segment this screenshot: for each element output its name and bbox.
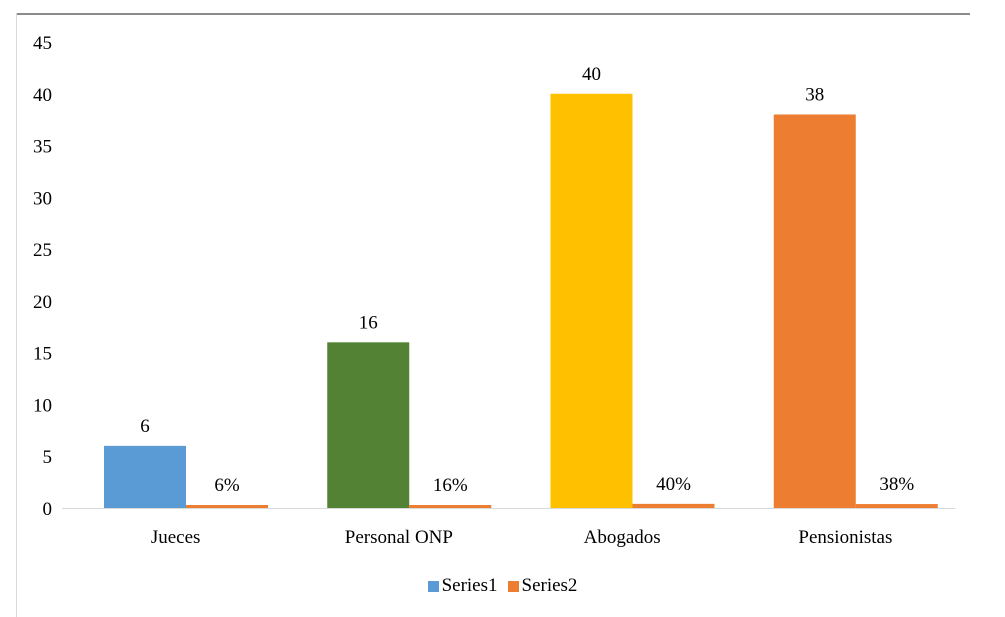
x-axis-category-labels: Jueces Personal ONP Abogados Pensionistas bbox=[151, 527, 893, 548]
y-tick-label: 10 bbox=[33, 395, 52, 416]
y-axis-ticks: 0 5 10 15 20 25 30 35 40 45 bbox=[33, 33, 52, 520]
y-tick-label: 15 bbox=[33, 344, 52, 365]
data-label-series2-3: 38% bbox=[879, 474, 914, 495]
y-tick-label: 5 bbox=[43, 447, 53, 468]
legend-item-series2[interactable]: Series2 bbox=[507, 575, 578, 597]
data-labels: 6 6% 16 16% 40 40% 38 38% bbox=[140, 64, 914, 496]
x-category-label: Abogados bbox=[584, 527, 661, 548]
data-label-series1-0: 6 bbox=[140, 416, 150, 437]
bar-series1-2 bbox=[550, 93, 633, 509]
data-label-series2-2: 40% bbox=[656, 474, 691, 495]
bar-series1-3 bbox=[773, 114, 856, 508]
x-category-label: Personal ONP bbox=[345, 527, 453, 548]
legend-item-series1[interactable]: Series1 bbox=[427, 575, 498, 597]
bar-chart: 0 5 10 15 20 25 30 35 40 45 6 6% 16 16% 40 40% 38 38% Ju… bbox=[33, 33, 955, 548]
y-tick-label: 20 bbox=[33, 292, 52, 313]
x-category-label: Jueces bbox=[151, 527, 201, 548]
bars bbox=[104, 93, 938, 509]
legend-label-series1: Series1 bbox=[441, 575, 498, 596]
bar-series2-0 bbox=[186, 505, 268, 508]
legend-swatch-series2 bbox=[507, 580, 519, 592]
data-label-series1-3: 38 bbox=[805, 84, 824, 105]
bar-series2-3 bbox=[855, 504, 938, 508]
legend: Series1 Series2 bbox=[0, 575, 1005, 597]
bar-series1-0 bbox=[104, 445, 186, 508]
data-label-series2-1: 16% bbox=[433, 475, 468, 496]
chart-frame-left-border bbox=[16, 13, 17, 617]
bar-series2-2 bbox=[632, 503, 715, 508]
data-label-series1-1: 16 bbox=[359, 312, 378, 333]
data-label-series1-2: 40 bbox=[582, 64, 601, 85]
data-label-series2-0: 6% bbox=[214, 475, 240, 496]
bar-series1-1 bbox=[327, 342, 410, 508]
y-tick-label: 40 bbox=[33, 85, 52, 106]
y-tick-label: 45 bbox=[33, 33, 52, 54]
y-tick-label: 30 bbox=[33, 188, 52, 209]
chart-frame-top-border bbox=[16, 13, 970, 15]
y-tick-label: 35 bbox=[33, 137, 52, 158]
x-category-label: Pensionistas bbox=[798, 527, 892, 548]
legend-label-series2: Series2 bbox=[521, 575, 578, 596]
bar-series2-1 bbox=[409, 505, 492, 508]
y-tick-label: 25 bbox=[33, 240, 52, 261]
y-tick-label: 0 bbox=[43, 499, 53, 520]
legend-swatch-series1 bbox=[427, 580, 439, 592]
